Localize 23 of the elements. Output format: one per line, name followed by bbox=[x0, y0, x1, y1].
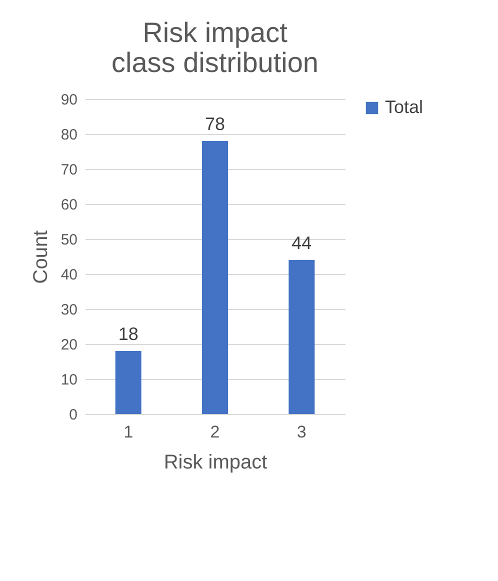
y-tick-label: 30 bbox=[60, 302, 78, 318]
y-tick-label: 50 bbox=[60, 232, 78, 248]
y-tick-label: 20 bbox=[60, 336, 78, 354]
x-tick-label: 2 bbox=[210, 422, 220, 442]
y-tick-label: 80 bbox=[60, 126, 78, 144]
data-label: 44 bbox=[292, 233, 312, 253]
bar bbox=[288, 260, 315, 414]
y-tick-label: 10 bbox=[60, 372, 78, 388]
y-tick-label: 0 bbox=[69, 406, 78, 424]
chart-title: Risk impact class distribution bbox=[112, 17, 318, 78]
y-tick-label: 90 bbox=[60, 92, 78, 108]
bar bbox=[202, 141, 228, 414]
bar bbox=[115, 351, 142, 414]
x-axis-title: Risk impact bbox=[164, 452, 268, 474]
y-tick-label: 60 bbox=[60, 196, 78, 214]
y-axis-title: Count bbox=[30, 230, 52, 284]
legend-label: Total bbox=[385, 97, 424, 117]
y-tick-label: 40 bbox=[60, 266, 78, 284]
x-tick-label: 1 bbox=[124, 422, 134, 442]
data-label: 18 bbox=[118, 324, 138, 344]
y-tick-label: 70 bbox=[60, 162, 78, 178]
x-tick-label: 3 bbox=[296, 422, 306, 442]
data-label: 78 bbox=[204, 114, 226, 134]
